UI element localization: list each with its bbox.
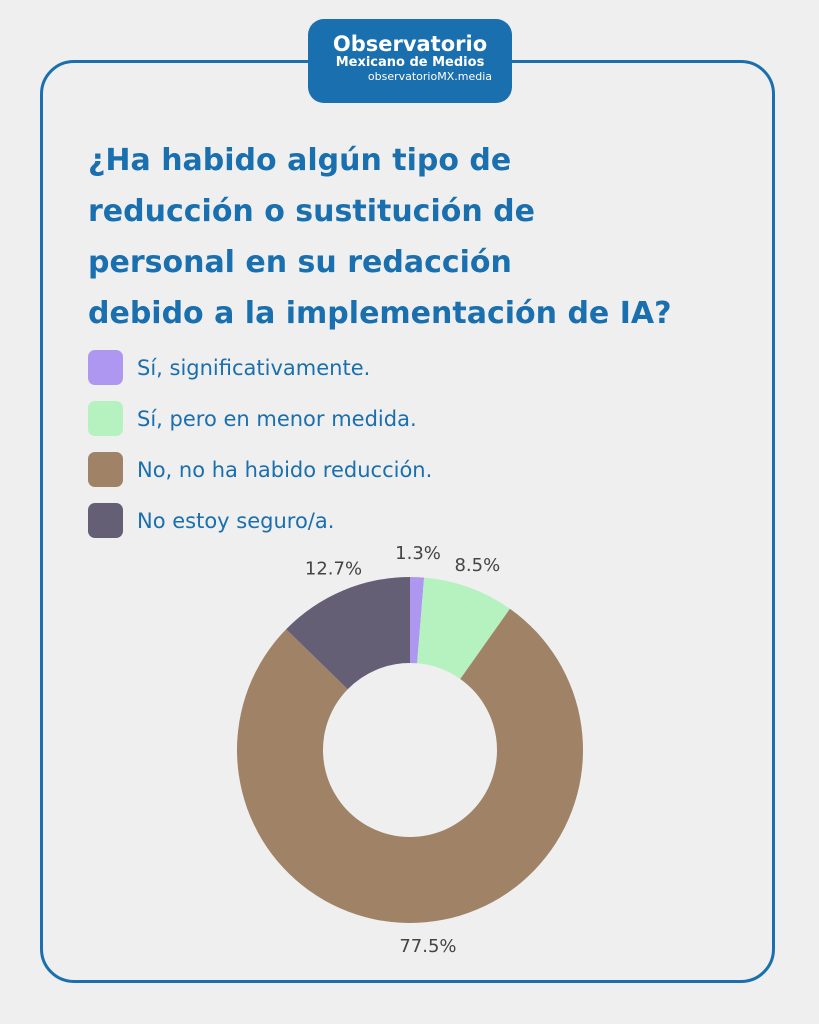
data-label: 8.5% xyxy=(454,555,500,576)
legend-label: Sí, pero en menor medida. xyxy=(137,406,417,431)
logo-subtitle: Mexicano de Medios xyxy=(335,55,485,70)
logo: Observatorio Mexicano de Medios observat… xyxy=(308,19,512,103)
donut-slice xyxy=(237,608,583,923)
legend-swatch xyxy=(88,350,123,385)
data-label: 77.5% xyxy=(399,936,456,957)
legend-swatch xyxy=(88,503,123,538)
donut-slice xyxy=(410,577,425,664)
legend: Sí, significativamente. Sí, pero en meno… xyxy=(88,342,432,546)
legend-item: No estoy seguro/a. xyxy=(88,495,432,546)
legend-item: No, no ha habido reducción. xyxy=(88,444,432,495)
title-line: ¿Ha habido algún tipo de xyxy=(88,143,512,178)
legend-label: No, no ha habido reducción. xyxy=(137,457,433,482)
legend-swatch xyxy=(88,401,123,436)
legend-label: Sí, significativamente. xyxy=(137,355,371,380)
legend-label: No estoy seguro/a. xyxy=(137,508,335,533)
logo-url: observatorioMX.media xyxy=(367,70,492,83)
legend-item: Sí, significativamente. xyxy=(88,342,432,393)
legend-item: Sí, pero en menor medida. xyxy=(88,393,432,444)
title-line: personal en su redacción xyxy=(88,245,512,280)
title-line: debido a la implementación de IA? xyxy=(88,296,672,331)
legend-swatch xyxy=(88,452,123,487)
data-label: 12.7% xyxy=(305,558,362,579)
donut-slice xyxy=(286,577,410,690)
logo-title: Observatorio xyxy=(332,32,488,56)
data-label: 1.3% xyxy=(395,543,441,564)
chart-title: ¿Ha habido algún tipo de reducción o sus… xyxy=(88,135,768,339)
donut-slice xyxy=(417,577,510,679)
title-line: reducción o sustitución de xyxy=(88,194,535,229)
